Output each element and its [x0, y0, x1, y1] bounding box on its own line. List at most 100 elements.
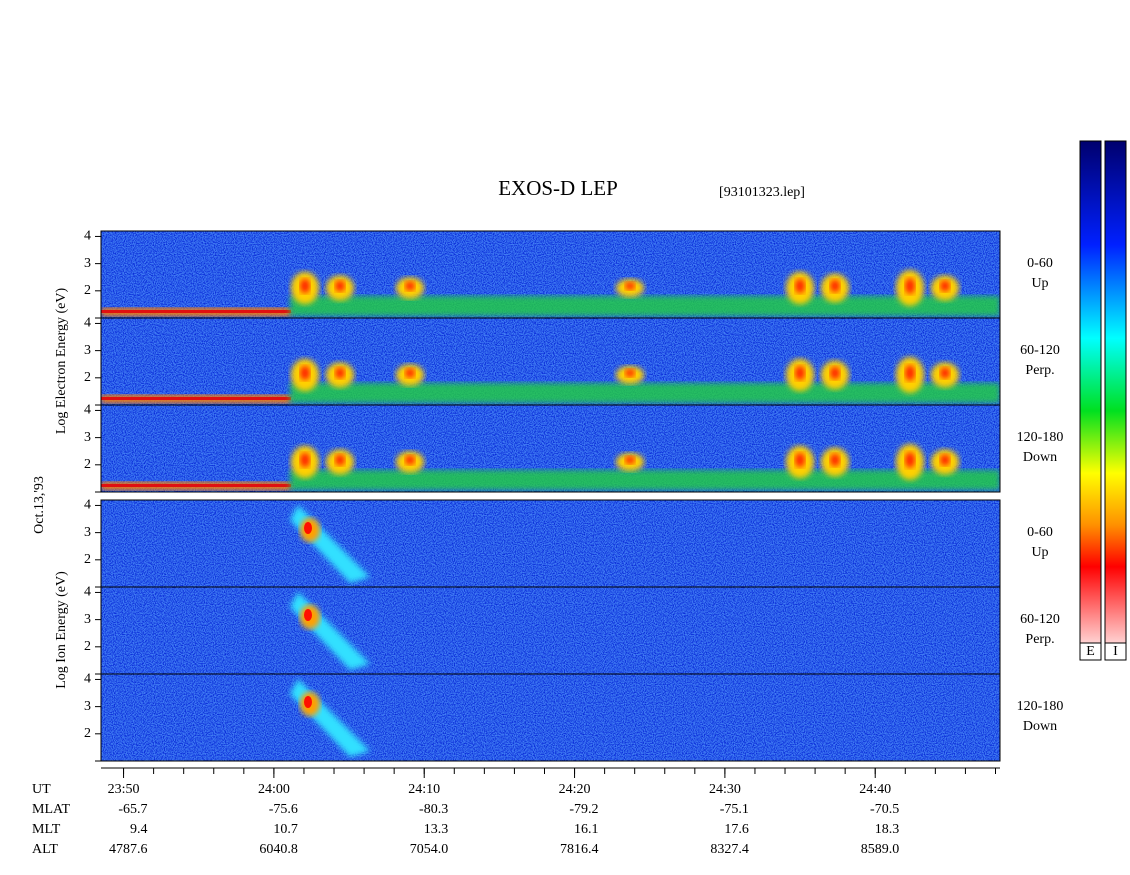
low-energy-band — [101, 397, 291, 400]
burst-core — [940, 367, 950, 379]
ephemeris-value: 7816.4 — [560, 842, 599, 857]
y-tick-label: 3 — [84, 256, 91, 271]
y-tick-label: 2 — [84, 639, 91, 654]
y-tick-label: 3 — [84, 430, 91, 445]
panel-direction: Up — [1031, 545, 1048, 560]
burst-core — [335, 454, 345, 466]
burst-core — [625, 282, 635, 290]
date-label: Oct.13,'93 — [32, 476, 47, 534]
panel-direction: Up — [1031, 276, 1048, 291]
spectrogram — [101, 405, 1000, 492]
burst-core — [625, 369, 635, 377]
y-tick-label: 4 — [84, 229, 91, 244]
burst-core — [795, 452, 805, 468]
panel-direction: Perp. — [1025, 632, 1054, 647]
ephemeris-value: 10.7 — [273, 822, 298, 837]
ephemeris-value: -80.3 — [419, 802, 448, 817]
burst-core — [300, 452, 310, 468]
ephemeris-value: 16.1 — [574, 822, 599, 837]
y-tick-label: 2 — [84, 283, 91, 298]
ephemeris-row-label: MLT — [32, 822, 61, 837]
colorbar-label-box — [1079, 642, 1102, 661]
burst-core — [940, 280, 950, 292]
y-tick-label: 3 — [84, 525, 91, 540]
ephemeris-row-label: ALT — [32, 842, 58, 857]
ephemeris-value: 7054.0 — [410, 842, 449, 857]
ephemeris-value: -70.5 — [870, 802, 899, 817]
ephemeris-row-label: UT — [32, 782, 51, 797]
spectrogram-noise — [101, 674, 1000, 761]
y-tick-label: 4 — [84, 316, 91, 331]
panel-angle: 60-120 — [1020, 343, 1060, 358]
y-tick-label: 3 — [84, 343, 91, 358]
burst-core — [940, 454, 950, 466]
y-tick-label: 4 — [84, 498, 91, 513]
y-tick-label: 4 — [84, 403, 91, 418]
panel-angle: 0-60 — [1027, 525, 1053, 540]
ephemeris-value: -75.1 — [720, 802, 749, 817]
panel-angle: 120-180 — [1017, 699, 1064, 714]
low-energy-band — [101, 484, 291, 487]
burst-core — [905, 365, 915, 381]
ion-core — [304, 609, 312, 621]
y-axis-label: Log Ion Energy (eV) — [54, 571, 69, 689]
burst-core — [625, 456, 635, 464]
burst-core — [830, 453, 840, 467]
activity-band — [290, 383, 1000, 403]
title: EXOS-D LEP — [498, 176, 618, 200]
y-tick-label: 3 — [84, 699, 91, 714]
y-tick-label: 4 — [84, 672, 91, 687]
y-tick-label: 2 — [84, 457, 91, 472]
spectrogram-noise — [101, 587, 1000, 674]
spectrogram — [101, 587, 1000, 674]
burst-core — [795, 365, 805, 381]
ephemeris-value: 8327.4 — [710, 842, 749, 857]
burst-core — [830, 366, 840, 380]
panel-angle: 60-120 — [1020, 612, 1060, 627]
burst-core — [300, 278, 310, 294]
burst-core — [335, 280, 345, 292]
spectrogram-noise — [101, 500, 1000, 587]
panel-angle: 0-60 — [1027, 256, 1053, 271]
ion-core — [304, 522, 312, 534]
ephemeris-value: -75.6 — [269, 802, 298, 817]
spectrogram — [101, 231, 1000, 318]
ephemeris-value: 6040.8 — [259, 842, 298, 857]
ephemeris-value: 8589.0 — [861, 842, 900, 857]
burst-core — [335, 367, 345, 379]
burst-core — [405, 455, 415, 465]
panel-direction: Down — [1023, 719, 1057, 734]
spectrogram — [101, 500, 1000, 587]
x-tick-label: 23:50 — [108, 782, 140, 797]
x-tick-label: 24:10 — [408, 782, 440, 797]
burst-core — [405, 368, 415, 378]
panel-direction: Down — [1023, 450, 1057, 465]
spectrogram — [101, 318, 1000, 405]
ephemeris-value: 9.4 — [130, 822, 148, 837]
panel-direction: Perp. — [1025, 363, 1054, 378]
y-tick-label: 2 — [84, 726, 91, 741]
colorbar — [1104, 140, 1127, 661]
ephemeris-value: 18.3 — [875, 822, 900, 837]
colorbar-label: I — [1113, 644, 1118, 659]
burst-core — [905, 278, 915, 294]
ephemeris-row-label: MLAT — [32, 802, 71, 817]
colorbar-label: E — [1086, 644, 1095, 659]
ephemeris-value: -79.2 — [569, 802, 598, 817]
panel-frame — [100, 673, 1001, 762]
x-tick-label: 24:30 — [709, 782, 741, 797]
burst-core — [795, 278, 805, 294]
x-tick-label: 24:20 — [559, 782, 591, 797]
y-axis-label: Log Electron Energy (eV) — [54, 288, 69, 435]
low-energy-band — [101, 310, 291, 313]
colorbar — [1079, 140, 1102, 661]
y-tick-label: 2 — [84, 370, 91, 385]
ion-core — [304, 696, 312, 708]
panel-frame — [100, 404, 1001, 493]
burst-core — [405, 281, 415, 291]
colorbar-label-box — [1104, 642, 1127, 661]
y-tick-label: 4 — [84, 585, 91, 600]
ephemeris-value: 4787.6 — [109, 842, 148, 857]
panel-angle: 120-180 — [1017, 430, 1064, 445]
